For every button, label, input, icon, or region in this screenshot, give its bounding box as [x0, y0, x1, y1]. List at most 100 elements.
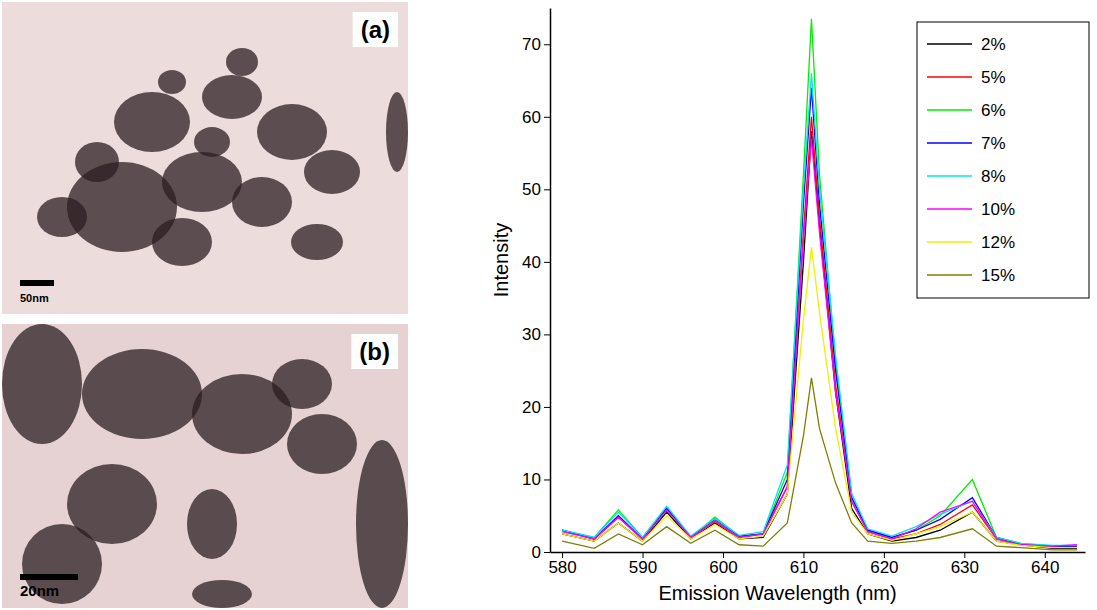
scale-bar-label: 20nm	[20, 582, 59, 599]
legend-label: 2%	[981, 35, 1006, 54]
y-tick: 70	[522, 35, 550, 54]
legend-swatch	[927, 142, 972, 144]
scale-bar	[20, 280, 54, 286]
legend-label: 6%	[981, 101, 1006, 120]
x-axis-title: Emission Wavelength (nm)	[658, 582, 896, 604]
y-axis-line	[550, 9, 552, 553]
particle	[272, 359, 332, 409]
y-tick: 60	[522, 108, 550, 127]
particle	[356, 440, 408, 608]
y-tick-mark	[544, 117, 550, 118]
y-tick: 40	[522, 253, 550, 272]
micrograph-content	[2, 2, 408, 314]
y-axis: 0 10 20 30 40 50 60 70	[522, 9, 550, 562]
legend-swatch	[927, 175, 972, 177]
particle	[187, 489, 237, 559]
y-tick-mark	[544, 334, 550, 335]
y-tick: 50	[522, 180, 550, 199]
x-tick: 620	[870, 552, 898, 577]
particle	[192, 580, 252, 608]
particle	[37, 197, 87, 237]
legend-swatch	[927, 109, 972, 111]
panel-label-box	[353, 12, 398, 47]
particle	[291, 224, 343, 260]
y-tick-mark	[544, 479, 550, 480]
scale-bar-label: 50nm	[20, 292, 49, 304]
x-tick-label: 610	[790, 558, 818, 577]
series-line	[562, 139, 1077, 547]
particle	[304, 150, 360, 194]
x-tick: 630	[951, 552, 979, 577]
particle	[158, 70, 186, 94]
legend-swatch	[927, 76, 972, 78]
y-tick-mark	[544, 189, 550, 190]
particle	[75, 142, 119, 182]
particle	[226, 48, 258, 76]
y-tick: 0	[532, 543, 550, 562]
y-tick-mark	[544, 552, 550, 553]
particle	[232, 177, 292, 227]
y-tick-label: 60	[522, 108, 541, 127]
panel-label: (a)	[361, 16, 390, 43]
legend-swatch	[927, 241, 972, 243]
panel-label: (b)	[359, 338, 390, 365]
x-axis: 580 590 600 610 620 630 640	[548, 552, 1085, 577]
micrograph-panel: (b) 20nm	[2, 324, 408, 608]
micrograph-background	[2, 2, 408, 314]
x-tick: 640	[1031, 552, 1059, 577]
x-tick-label: 600	[709, 558, 737, 577]
y-tick: 10	[522, 470, 550, 489]
legend-swatch	[927, 43, 972, 45]
particle	[202, 75, 262, 119]
y-tick-label: 50	[522, 180, 541, 199]
y-tick-label: 0	[532, 543, 541, 562]
x-axis-line	[551, 552, 1086, 554]
x-tick-label: 620	[870, 558, 898, 577]
legend-label: 8%	[981, 167, 1006, 186]
y-tick-mark	[544, 407, 550, 408]
legend-swatch	[927, 208, 972, 210]
micrograph-content	[2, 324, 408, 608]
x-tick-label: 630	[951, 558, 979, 577]
y-tick-label: 30	[522, 325, 541, 344]
particle	[114, 92, 190, 152]
legend-swatch	[927, 274, 972, 276]
legend-label: 10%	[981, 200, 1015, 219]
y-tick: 30	[522, 325, 550, 344]
x-tick-label: 580	[548, 558, 576, 577]
particle	[257, 104, 327, 160]
y-tick-label: 70	[522, 35, 541, 54]
particle	[2, 324, 82, 444]
x-tick: 580	[548, 552, 576, 577]
x-tick-label: 590	[629, 558, 657, 577]
y-tick-label: 10	[522, 470, 541, 489]
scale-bar	[20, 574, 78, 580]
legend-label: 12%	[981, 233, 1015, 252]
figure: (a) 50nm (b) 20nm 580 590 600 610 620 630 640 0 10 20…	[0, 0, 1097, 610]
particle	[287, 414, 357, 474]
panel-label-box	[351, 334, 398, 369]
y-tick-label: 40	[522, 253, 541, 272]
legend-label: 15%	[981, 266, 1015, 285]
y-tick: 20	[522, 398, 550, 417]
y-tick-mark	[544, 262, 550, 263]
legend-box	[917, 22, 1089, 298]
particle	[152, 218, 212, 266]
y-tick-mark	[544, 44, 550, 45]
x-tick-label: 640	[1031, 558, 1059, 577]
micrograph-panel: (a) 50nm	[2, 2, 408, 314]
particle	[194, 127, 230, 157]
micrograph-background	[2, 324, 408, 608]
particle	[162, 152, 242, 212]
y-tick-label: 20	[522, 398, 541, 417]
y-axis-title: Intensity	[490, 223, 512, 297]
x-tick: 590	[629, 552, 657, 577]
legend-label: 5%	[981, 68, 1006, 87]
particle	[386, 92, 408, 172]
legend-label: 7%	[981, 134, 1006, 153]
legend: 2% 5% 6% 7% 8% 10% 12% 15%	[917, 22, 1089, 298]
series-line	[562, 378, 1077, 550]
particle	[82, 349, 202, 439]
x-tick: 610	[790, 552, 818, 577]
x-tick: 600	[709, 552, 737, 577]
